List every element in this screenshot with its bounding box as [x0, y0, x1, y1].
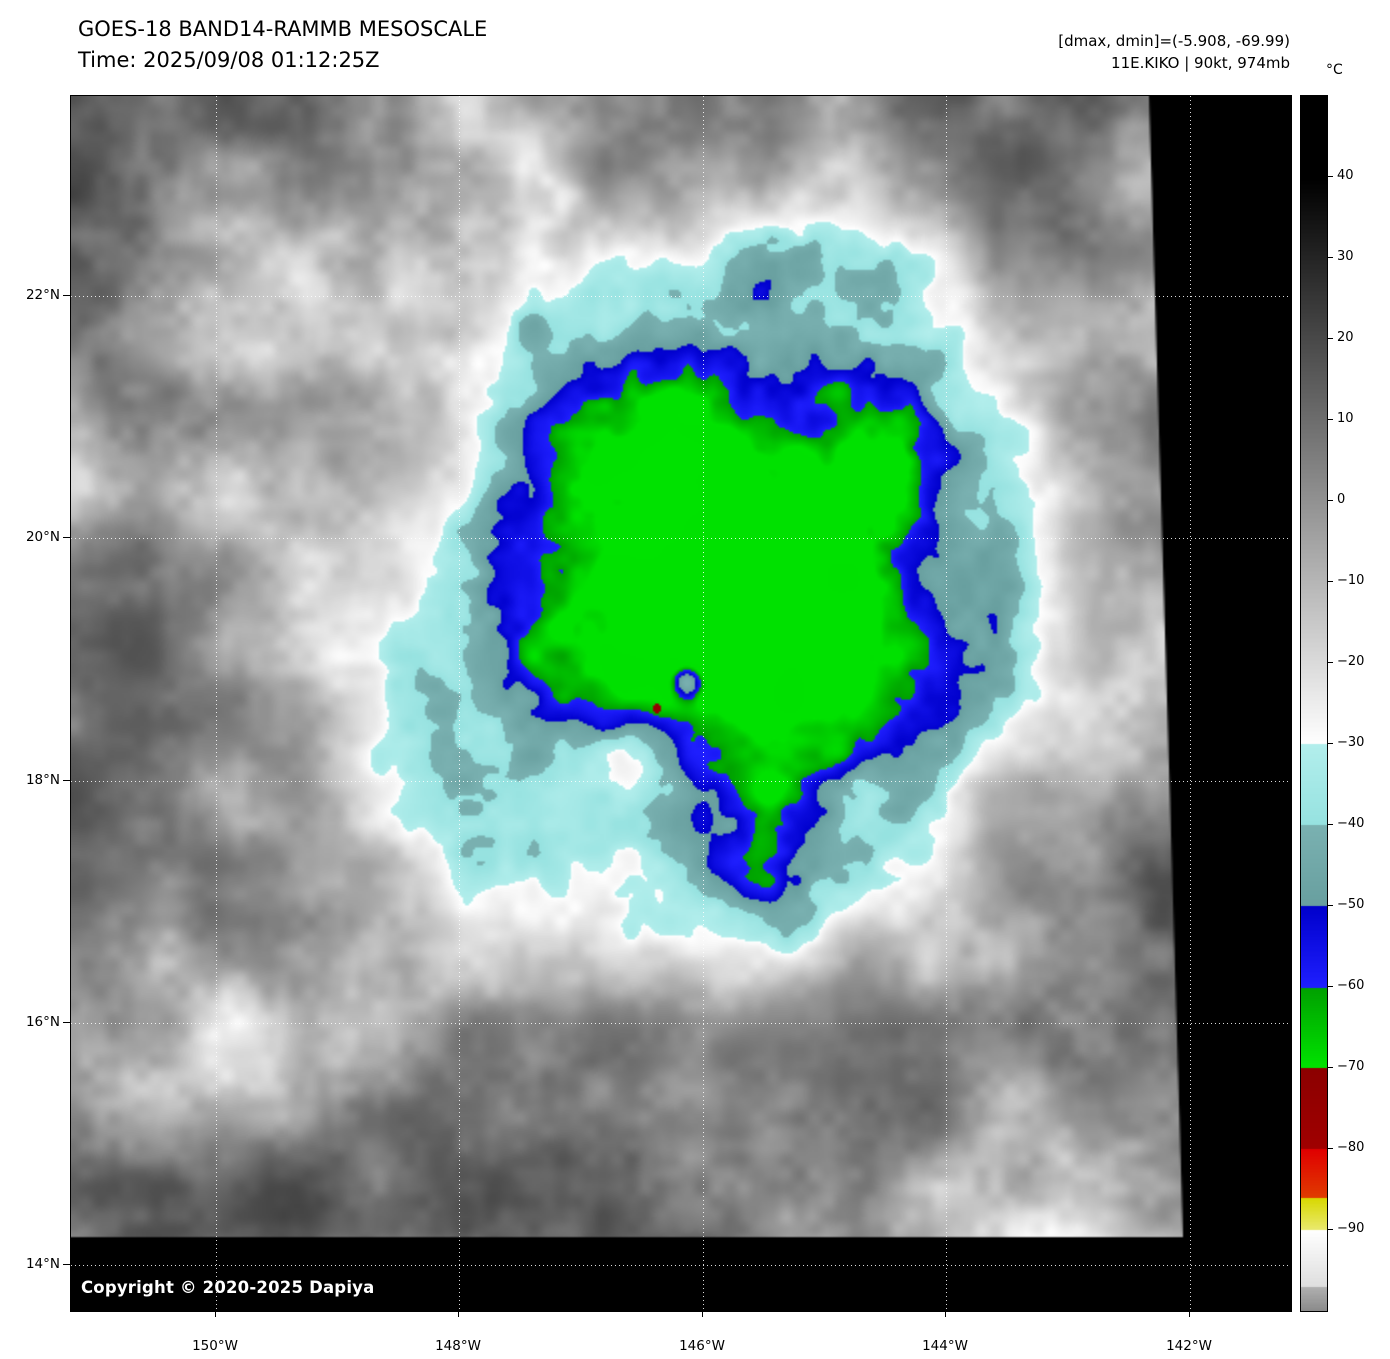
colorbar-tick — [1328, 1067, 1333, 1068]
axis-tick-lon-144w — [945, 1311, 946, 1317]
colorbar-tick — [1328, 824, 1333, 825]
colorbar-tick — [1328, 338, 1333, 339]
colorbar-label-m10: −10 — [1337, 573, 1365, 588]
colorbar-tick — [1328, 419, 1333, 420]
colorbar-tick — [1328, 986, 1333, 987]
colorbar-label-m90: −90 — [1337, 1221, 1365, 1236]
axis-tick-lat-18n — [63, 780, 70, 781]
copyright-text: Copyright © 2020-2025 Dapiya — [81, 1278, 375, 1297]
satellite-map: Copyright © 2020-2025 Dapiya — [70, 95, 1292, 1312]
gridline-lon-142w — [1190, 96, 1191, 1311]
gridline-lat-14n — [71, 1265, 1291, 1266]
axis-tick-lon-146w — [702, 1311, 703, 1317]
lat-label-14n: 14°N — [25, 1256, 60, 1272]
colorbar-label-m60: −60 — [1337, 978, 1365, 993]
colorbar-label-m70: −70 — [1337, 1059, 1365, 1074]
axis-tick-lat-14n — [63, 1264, 70, 1265]
colorbar-unit-label: °C — [1326, 62, 1343, 78]
colorbar-tick — [1328, 662, 1333, 663]
colorbar-label-m40: −40 — [1337, 816, 1365, 831]
axis-tick-lon-142w — [1189, 1311, 1190, 1317]
lat-label-22n: 22°N — [25, 287, 60, 303]
colorbar — [1300, 95, 1328, 1312]
colorbar-canvas — [1301, 96, 1327, 1311]
colorbar-label-m20: −20 — [1337, 654, 1365, 669]
colorbar-label-m50: −50 — [1337, 897, 1365, 912]
colorbar-tick — [1328, 743, 1333, 744]
colorbar-label-10: 10 — [1337, 411, 1354, 426]
gridline-lon-146w — [703, 96, 704, 1311]
colorbar-tick — [1328, 176, 1333, 177]
colorbar-label-m80: −80 — [1337, 1140, 1365, 1155]
page-title: GOES-18 BAND14-RAMMB MESOSCALE — [78, 17, 488, 41]
colorbar-label-40: 40 — [1337, 168, 1354, 183]
axis-tick-lat-20n — [63, 537, 70, 538]
lat-label-20n: 20°N — [25, 529, 60, 545]
lat-label-18n: 18°N — [25, 772, 60, 788]
lon-label-146w: 146°W — [679, 1338, 725, 1354]
colorbar-tick — [1328, 581, 1333, 582]
gridline-lat-16n — [71, 1023, 1291, 1024]
gridline-lat-18n — [71, 781, 1291, 782]
axis-tick-lon-150w — [215, 1311, 216, 1317]
gridline-lon-148w — [459, 96, 460, 1311]
colorbar-tick — [1328, 1229, 1333, 1230]
colorbar-label-30: 30 — [1337, 249, 1354, 264]
satellite-canvas — [71, 96, 1291, 1311]
lon-label-142w: 142°W — [1166, 1338, 1212, 1354]
gridline-lon-150w — [216, 96, 217, 1311]
colorbar-label-20: 20 — [1337, 330, 1354, 345]
storm-info: 11E.KIKO | 90kt, 974mb — [1111, 54, 1290, 72]
timestamp: Time: 2025/09/08 01:12:25Z — [78, 48, 380, 72]
colorbar-tick — [1328, 500, 1333, 501]
lon-label-150w: 150°W — [192, 1338, 238, 1354]
dmax-dmin-readout: [dmax, dmin]=(-5.908, -69.99) — [1058, 32, 1290, 50]
axis-tick-lon-148w — [458, 1311, 459, 1317]
lat-label-16n: 16°N — [25, 1014, 60, 1030]
axis-tick-lat-22n — [63, 295, 70, 296]
lon-label-148w: 148°W — [435, 1338, 481, 1354]
lon-label-144w: 144°W — [922, 1338, 968, 1354]
gridline-lat-20n — [71, 538, 1291, 539]
colorbar-label-m30: −30 — [1337, 735, 1365, 750]
colorbar-label-0: 0 — [1337, 492, 1346, 507]
colorbar-tick — [1328, 1148, 1333, 1149]
colorbar-tick — [1328, 257, 1333, 258]
axis-tick-lat-16n — [63, 1022, 70, 1023]
colorbar-tick — [1328, 905, 1333, 906]
gridline-lat-22n — [71, 296, 1291, 297]
gridline-lon-144w — [946, 96, 947, 1311]
